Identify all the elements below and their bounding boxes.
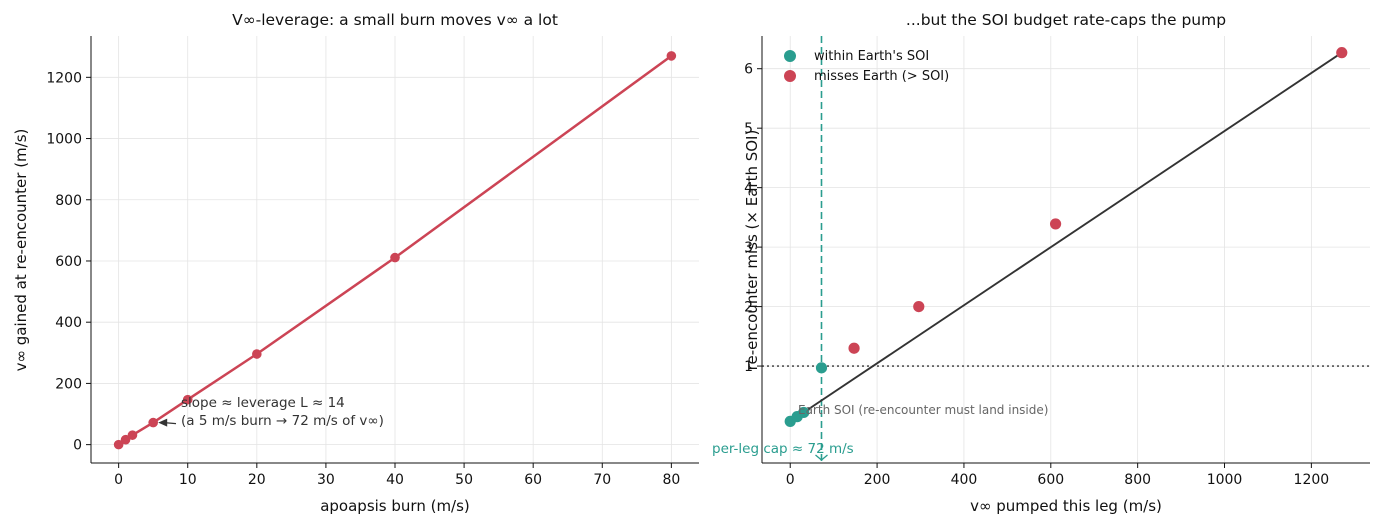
legend-label-misses-earth: misses Earth (> SOI): [814, 69, 949, 84]
legend-marker-within-soi: [784, 50, 796, 62]
right-trend-line: [789, 51, 1343, 423]
right-y-tick-label: 5: [744, 121, 753, 137]
left-y-tick-label: 400: [55, 315, 82, 331]
legend-marker-misses-earth: [784, 70, 796, 82]
right-grid: [762, 36, 1370, 463]
left-data-point: [120, 434, 131, 445]
left-y-axis-label: v∞ gained at re-encounter (m/s): [12, 129, 30, 372]
left-chart-title: V∞-leverage: a small burn moves v∞ a lot: [232, 11, 558, 29]
left-x-tick-label: 60: [524, 472, 542, 488]
left-x-tick-label: 20: [248, 472, 266, 488]
annotation-line-1: slope ≈ leverage L ≈ 14: [181, 395, 345, 411]
left-y-tick-label: 0: [73, 438, 82, 454]
left-data-point: [182, 394, 193, 405]
left-annotation: slope ≈ leverage L ≈ 14 (a 5 m/s burn → …: [158, 395, 384, 429]
right-chart-title: ...but the SOI budget rate-caps the pump: [906, 11, 1226, 29]
right-x-tick-label: 0: [786, 472, 795, 488]
right-plot-area: [762, 36, 1370, 463]
right-x-axis-label: v∞ pumped this leg (m/s): [970, 497, 1162, 515]
left-data-point: [252, 349, 262, 359]
right-y-tick-label: 3: [744, 240, 753, 256]
point-misses-earth: [913, 300, 925, 313]
right-y-tick-label: 6: [744, 62, 753, 78]
left-y-tick-label: 1000: [46, 132, 82, 148]
left-plot-area: [113, 51, 677, 450]
right-ticks: 0 200 400 600 800 1000 1200 1 2 3 4 5 6: [744, 62, 1329, 488]
left-x-tick-label: 30: [317, 472, 335, 488]
annotation-line-2: (a 5 m/s burn → 72 m/s of v∞): [181, 413, 384, 429]
left-x-tick-label: 0: [114, 472, 123, 488]
left-data-point: [113, 439, 124, 450]
left-y-tick-label: 1200: [46, 70, 82, 86]
right-y-tick-label: 2: [744, 300, 753, 316]
left-data-point: [148, 417, 158, 428]
legend: within Earth's SOI misses Earth (> SOI): [784, 49, 949, 84]
right-y-axis-label: re-encounter miss (× Earth SOI): [743, 130, 761, 371]
right-x-tick-label: 800: [1124, 472, 1151, 488]
cap-line-arrow: [815, 454, 828, 461]
left-y-tick-label: 200: [55, 376, 82, 392]
right-x-tick-label: 1200: [1294, 472, 1330, 488]
right-chart: 0 200 400 600 800 1000 1200 1 2 3 4 5 6 ...but the S…: [712, 11, 1370, 515]
left-x-tick-label: 80: [662, 472, 680, 488]
point-misses-earth: [848, 342, 860, 354]
right-x-tick-label: 1000: [1207, 472, 1243, 488]
right-x-tick-label: 200: [864, 472, 891, 488]
legend-label-within-soi: within Earth's SOI: [814, 49, 929, 64]
point-within-soi: [798, 406, 810, 419]
right-x-tick-label: 600: [1037, 472, 1064, 488]
left-x-axis-label: apoapsis burn (m/s): [320, 497, 470, 515]
left-y-tick-label: 800: [55, 193, 82, 209]
cap-line-label: per-leg cap ≈ 72 m/s: [712, 441, 854, 457]
point-misses-earth: [1049, 218, 1062, 230]
annotation-arrowhead: [158, 418, 168, 427]
left-x-tick-label: 10: [179, 472, 197, 488]
left-data-point: [390, 252, 400, 263]
left-data-point: [127, 430, 138, 440]
left-x-tick-label: 50: [455, 472, 473, 488]
right-x-tick-label: 400: [951, 472, 978, 488]
left-y-tick-label: 600: [55, 254, 82, 270]
right-y-tick-label: 1: [744, 359, 753, 375]
point-misses-earth: [1336, 47, 1348, 59]
soi-line-label: Earth SOI (re-encounter must land inside…: [798, 403, 1048, 417]
left-x-tick-label: 70: [593, 472, 611, 488]
left-x-tick-label: 40: [386, 472, 404, 488]
point-within-soi: [815, 362, 828, 374]
right-y-tick-label: 4: [744, 181, 753, 197]
left-data-point: [666, 51, 677, 61]
